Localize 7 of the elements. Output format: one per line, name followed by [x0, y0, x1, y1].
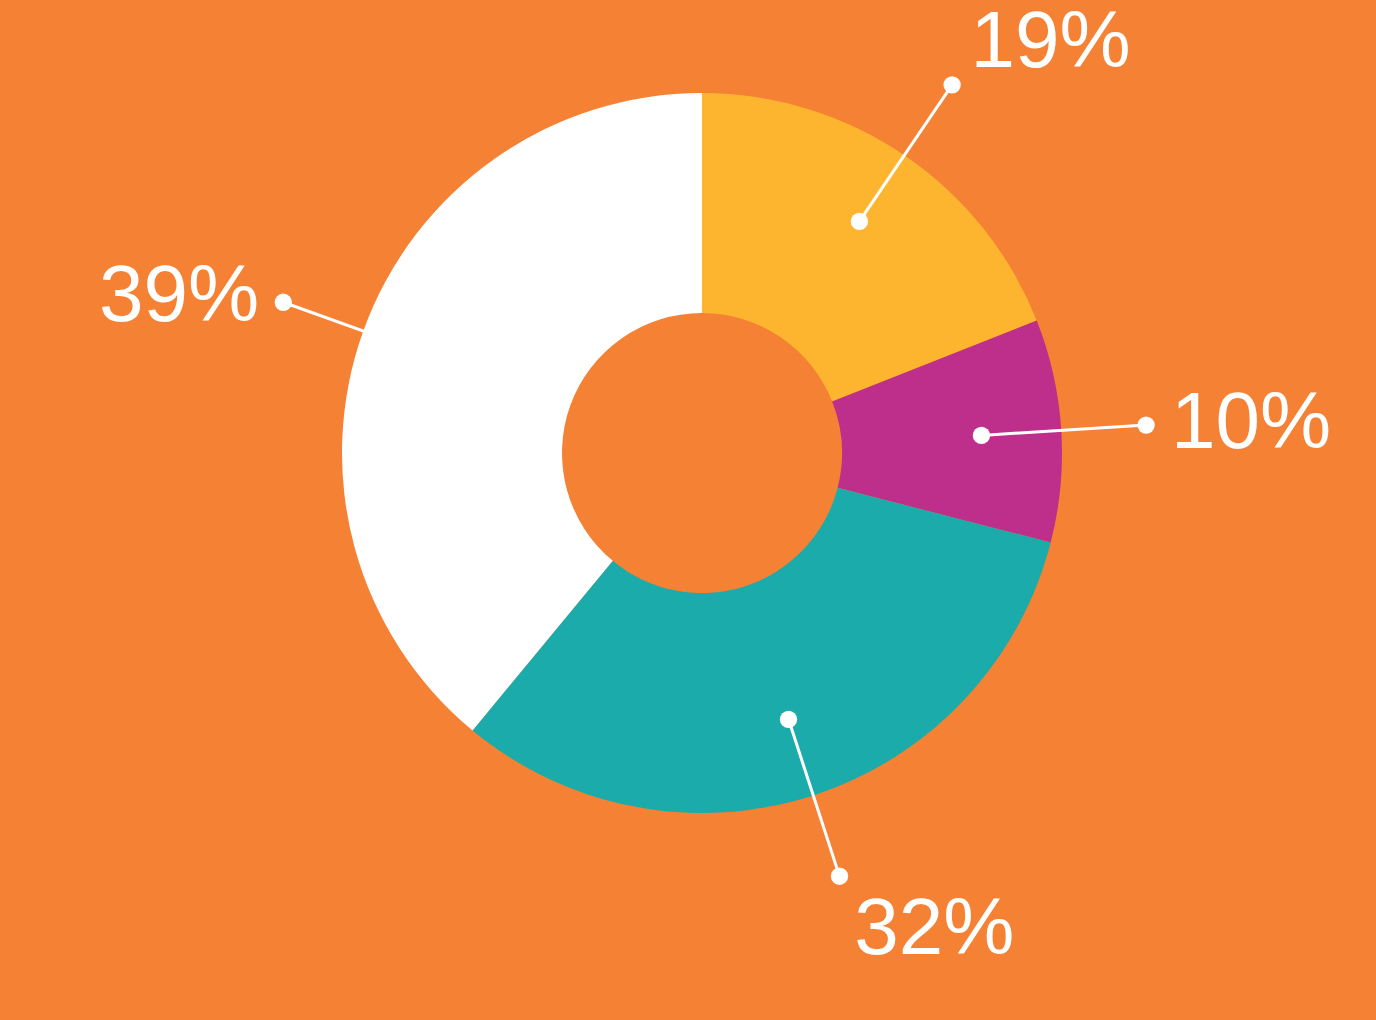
data-label: 39% [99, 249, 260, 339]
data-label: 32% [854, 882, 1015, 972]
donut-slice [702, 93, 1037, 402]
data-label: 10% [1171, 376, 1332, 466]
donut-slice [472, 487, 1051, 813]
donut-slice [832, 320, 1062, 543]
data-label: 19% [970, 0, 1131, 84]
